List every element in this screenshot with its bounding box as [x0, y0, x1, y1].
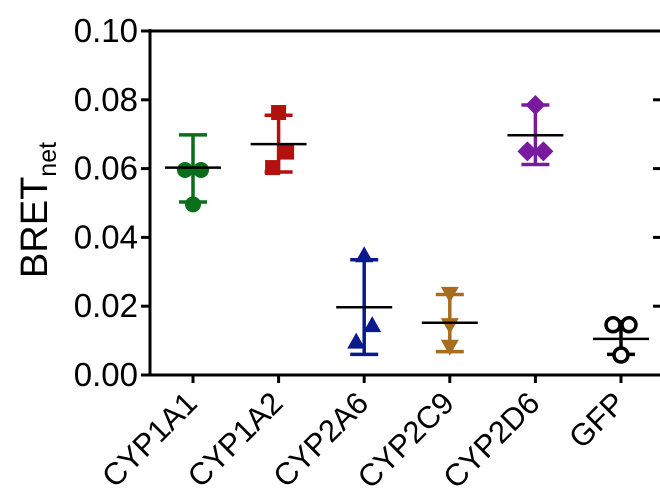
- data-point: [612, 346, 630, 364]
- data-point: [440, 339, 459, 356]
- data-point: [271, 105, 287, 121]
- data-point: [193, 161, 209, 178]
- x-tick-label: CYP1A1: [95, 385, 204, 494]
- y-tick-label: 0.02: [74, 287, 138, 324]
- data-point: [265, 160, 281, 176]
- y-tick-label: 0.06: [74, 150, 138, 187]
- data-point: [440, 286, 459, 303]
- y-tick-label: 0.10: [74, 12, 138, 49]
- data-point: [177, 161, 193, 178]
- data-point: [347, 332, 366, 349]
- plot-area: [165, 94, 649, 364]
- data-point: [279, 144, 295, 160]
- y-axis-label-subscript: net: [34, 142, 62, 177]
- data-point: [363, 316, 382, 333]
- data-point: [620, 316, 638, 334]
- y-axis-label: BRETnet: [14, 142, 62, 278]
- x-tick-label: CYP2D6: [436, 385, 546, 495]
- data-point: [533, 141, 554, 162]
- data-point: [440, 318, 459, 335]
- data-point: [185, 196, 201, 213]
- y-tick-label: 0.00: [74, 356, 138, 393]
- data-point: [517, 141, 538, 162]
- data-point: [355, 246, 374, 263]
- y-tick-label: 0.04: [74, 218, 138, 255]
- y-axis-label-main: BRET: [14, 177, 56, 278]
- data-point: [525, 94, 546, 115]
- data-point: [604, 316, 622, 334]
- x-tick-label: CYP1A2: [181, 385, 290, 494]
- y-tick-label: 0.08: [74, 81, 138, 118]
- x-tick-label: GFP: [562, 385, 632, 455]
